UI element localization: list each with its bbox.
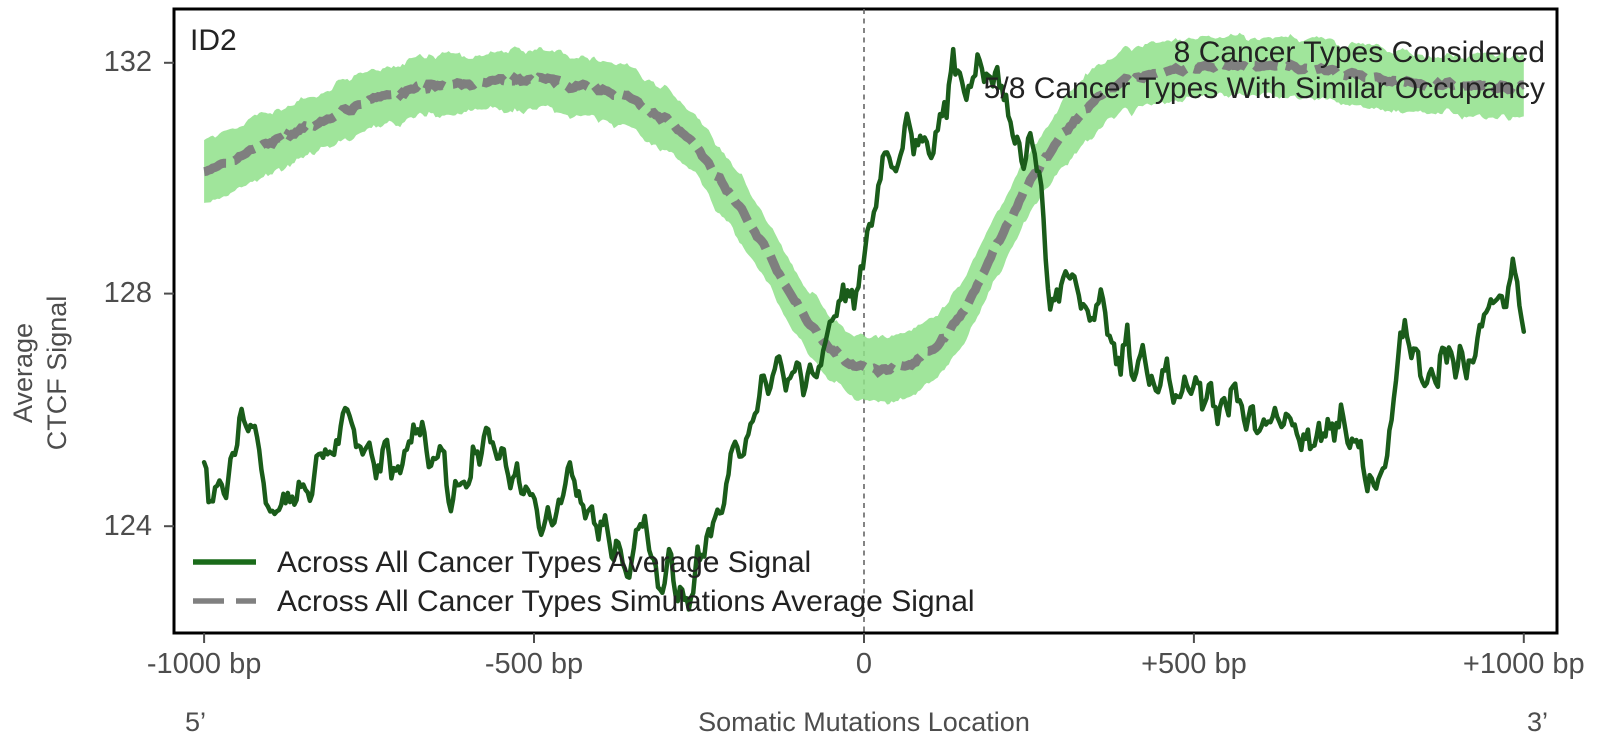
svg-text:5/8 Cancer Types With Similar: 5/8 Cancer Types With Similar Occupancy bbox=[984, 72, 1545, 105]
svg-text:Somatic Mutations Location: Somatic Mutations Location bbox=[698, 707, 1030, 737]
svg-text:+1000 bp: +1000 bp bbox=[1463, 648, 1585, 680]
svg-text:Across All Cancer Types Averag: Across All Cancer Types Average Signal bbox=[277, 546, 811, 579]
svg-text:0: 0 bbox=[856, 648, 872, 680]
svg-text:5’: 5’ bbox=[185, 707, 206, 737]
svg-text:ID2: ID2 bbox=[190, 24, 237, 57]
svg-text:-1000 bp: -1000 bp bbox=[147, 648, 262, 680]
svg-text:Across All Cancer Types Simula: Across All Cancer Types Simulations Aver… bbox=[277, 585, 975, 618]
svg-text:-500 bp: -500 bp bbox=[485, 648, 583, 680]
svg-text:CTCF Signal: CTCF Signal bbox=[42, 296, 72, 451]
svg-text:132: 132 bbox=[104, 46, 152, 78]
svg-text:124: 124 bbox=[104, 510, 152, 542]
svg-text:Average: Average bbox=[8, 323, 38, 423]
svg-text:8 Cancer Types Considered: 8 Cancer Types Considered bbox=[1174, 36, 1545, 69]
svg-text:128: 128 bbox=[104, 277, 152, 309]
svg-text:3’: 3’ bbox=[1527, 707, 1548, 737]
svg-text:+500 bp: +500 bp bbox=[1141, 648, 1247, 680]
